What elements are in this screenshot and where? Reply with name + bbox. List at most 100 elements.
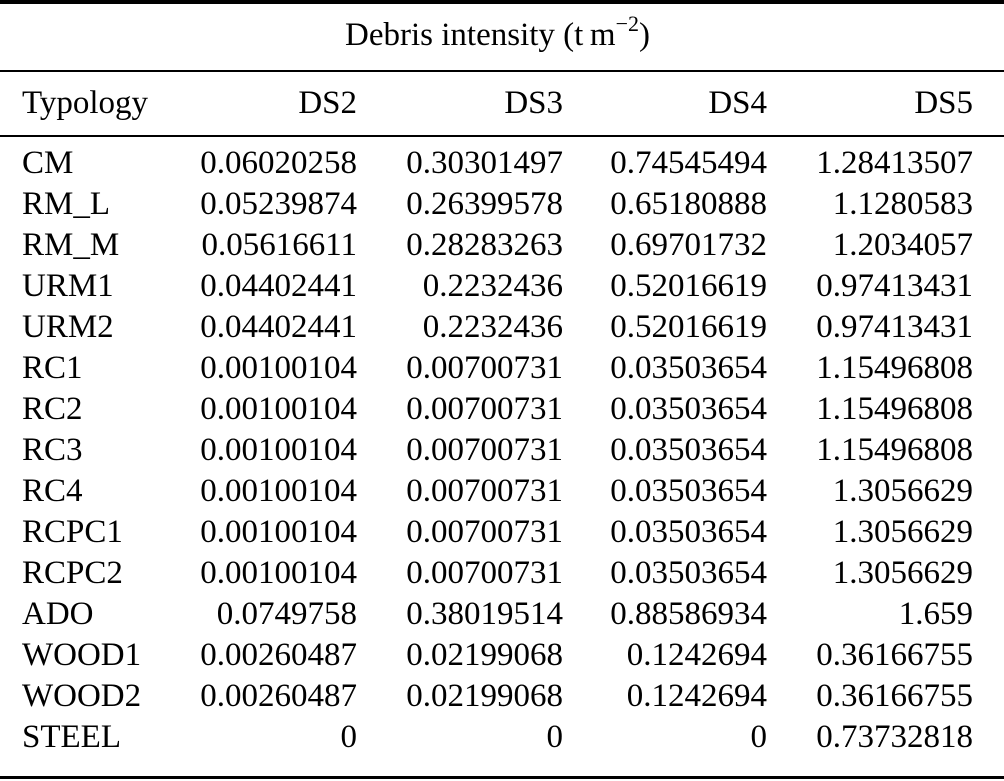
ds3-cell: 0.26399578 — [406, 186, 563, 222]
typology-cell: RM_M — [22, 227, 120, 263]
table-row: URM2 0.04402441 0.2232436 0.52016619 0.9… — [0, 307, 1004, 348]
ds3-cell: 0.00700731 — [406, 350, 563, 386]
ds5-cell: 0.36166755 — [816, 678, 974, 714]
ds2-cell: 0.00260487 — [200, 637, 357, 673]
typology-cell: RC1 — [22, 350, 83, 386]
table-row: RCPC1 0.00100104 0.00700731 0.03503654 1… — [0, 512, 1004, 553]
ds5-cell: 1.2034057 — [832, 227, 974, 263]
ds4-cell: 0.03503654 — [610, 350, 767, 386]
typology-cell: ADO — [22, 596, 94, 632]
ds4-cell: 0 — [750, 719, 768, 755]
ds3-cell: 0.28283263 — [406, 227, 563, 263]
ds4-cell: 0.65180888 — [610, 186, 767, 222]
ds5-cell: 1.15496808 — [816, 391, 974, 427]
ds2-cell: 0.00100104 — [200, 473, 357, 509]
ds3-cell: 0.00700731 — [406, 391, 563, 427]
ds5-cell: 0.97413431 — [816, 268, 974, 304]
ds4-cell: 0.03503654 — [610, 514, 767, 550]
ds3-cell: 0.02199068 — [406, 637, 563, 673]
column-header-ds4: DS4 — [563, 71, 767, 137]
ds5-cell: 1.3056629 — [832, 473, 974, 509]
table-row: RC4 0.00100104 0.00700731 0.03503654 1.3… — [0, 471, 1004, 512]
ds3-cell: 0.00700731 — [406, 514, 563, 550]
ds2-cell: 0.05616611 — [201, 227, 357, 263]
typology-cell: RC2 — [22, 391, 83, 427]
column-header-ds5: DS5 — [767, 71, 1004, 137]
typology-cell: RC4 — [22, 473, 83, 509]
ds4-cell: 0.1242694 — [626, 637, 767, 673]
ds4-cell: 0.03503654 — [610, 432, 767, 468]
ds3-cell: 0.2232436 — [422, 268, 563, 304]
table-row: RM_M 0.05616611 0.28283263 0.69701732 1.… — [0, 225, 1004, 266]
ds2-cell: 0 — [340, 719, 358, 755]
ds4-cell: 0.52016619 — [610, 309, 767, 345]
ds5-cell: 1.3056629 — [832, 514, 974, 550]
typology-cell: WOOD2 — [22, 678, 142, 714]
ds2-cell: 0.00100104 — [200, 391, 357, 427]
typology-cell: RCPC2 — [22, 555, 123, 591]
typology-cell: STEEL — [22, 719, 121, 755]
ds4-cell: 0.03503654 — [610, 391, 767, 427]
ds5-cell: 1.15496808 — [816, 350, 974, 386]
ds4-cell: 0.88586934 — [610, 596, 767, 632]
ds4-cell: 0.1242694 — [626, 678, 767, 714]
column-header-row: Typology DS2 DS3 DS4 DS5 — [0, 71, 1004, 137]
typology-cell: CM — [22, 145, 74, 181]
table-title: Debris intensity (t m−2) — [0, 2, 1004, 72]
ds3-cell: 0.38019514 — [406, 596, 563, 632]
ds2-cell: 0.00100104 — [200, 555, 357, 591]
table-row: RC3 0.00100104 0.00700731 0.03503654 1.1… — [0, 430, 1004, 471]
typology-cell: RC3 — [22, 432, 83, 468]
ds3-cell: 0.00700731 — [406, 555, 563, 591]
ds3-cell: 0.00700731 — [406, 432, 563, 468]
ds4-cell: 0.69701732 — [610, 227, 767, 263]
ds5-cell: 1.15496808 — [816, 432, 974, 468]
ds3-cell: 0.00700731 — [406, 473, 563, 509]
table-title-prefix: Debris intensity (t m — [345, 17, 616, 53]
table-row: STEEL 0 0 0 0.73732818 — [0, 717, 1004, 778]
typology-cell: URM1 — [22, 268, 114, 304]
ds5-cell: 1.659 — [898, 596, 974, 632]
ds5-cell: 0.73732818 — [816, 719, 974, 755]
ds4-cell: 0.52016619 — [610, 268, 767, 304]
ds4-cell: 0.74545494 — [610, 145, 767, 181]
ds2-cell: 0.00100104 — [200, 432, 357, 468]
ds5-cell: 1.28413507 — [816, 145, 974, 181]
typology-cell: WOOD1 — [22, 637, 142, 673]
ds3-cell: 0.2232436 — [422, 309, 563, 345]
ds5-cell: 0.97413431 — [816, 309, 974, 345]
ds2-cell: 0.06020258 — [200, 145, 357, 181]
ds4-cell: 0.03503654 — [610, 555, 767, 591]
ds2-cell: 0.00260487 — [200, 678, 357, 714]
ds2-cell: 0.04402441 — [200, 268, 357, 304]
table-row: RCPC2 0.00100104 0.00700731 0.03503654 1… — [0, 553, 1004, 594]
ds3-cell: 0.30301497 — [406, 145, 563, 181]
ds5-cell: 0.36166755 — [816, 637, 974, 673]
table-title-row: Debris intensity (t m−2) — [0, 2, 1004, 72]
ds2-cell: 0.00100104 — [200, 514, 357, 550]
ds2-cell: 0.00100104 — [200, 350, 357, 386]
table-row: RC1 0.00100104 0.00700731 0.03503654 1.1… — [0, 348, 1004, 389]
column-header-typology: Typology — [0, 71, 180, 137]
table-title-suffix: ) — [639, 17, 651, 53]
column-header-ds3: DS3 — [357, 71, 563, 137]
column-header-ds2: DS2 — [180, 71, 357, 137]
table-row: CM 0.06020258 0.30301497 0.74545494 1.28… — [0, 136, 1004, 184]
ds3-cell: 0.02199068 — [406, 678, 563, 714]
table-row: WOOD1 0.00260487 0.02199068 0.1242694 0.… — [0, 635, 1004, 676]
ds2-cell: 0.05239874 — [200, 186, 357, 222]
table-row: WOOD2 0.00260487 0.02199068 0.1242694 0.… — [0, 676, 1004, 717]
table-row: RM_L 0.05239874 0.26399578 0.65180888 1.… — [0, 184, 1004, 225]
ds5-cell: 1.3056629 — [832, 555, 974, 591]
ds2-cell: 0.0749758 — [216, 596, 357, 632]
typology-cell: RM_L — [22, 186, 111, 222]
superscript-exponent: −2 — [615, 11, 640, 36]
typology-cell: URM2 — [22, 309, 114, 345]
ds2-cell: 0.04402441 — [200, 309, 357, 345]
table-row: ADO 0.0749758 0.38019514 0.88586934 1.65… — [0, 594, 1004, 635]
ds3-cell: 0 — [546, 719, 564, 755]
ds4-cell: 0.03503654 — [610, 473, 767, 509]
table-row: URM1 0.04402441 0.2232436 0.52016619 0.9… — [0, 266, 1004, 307]
